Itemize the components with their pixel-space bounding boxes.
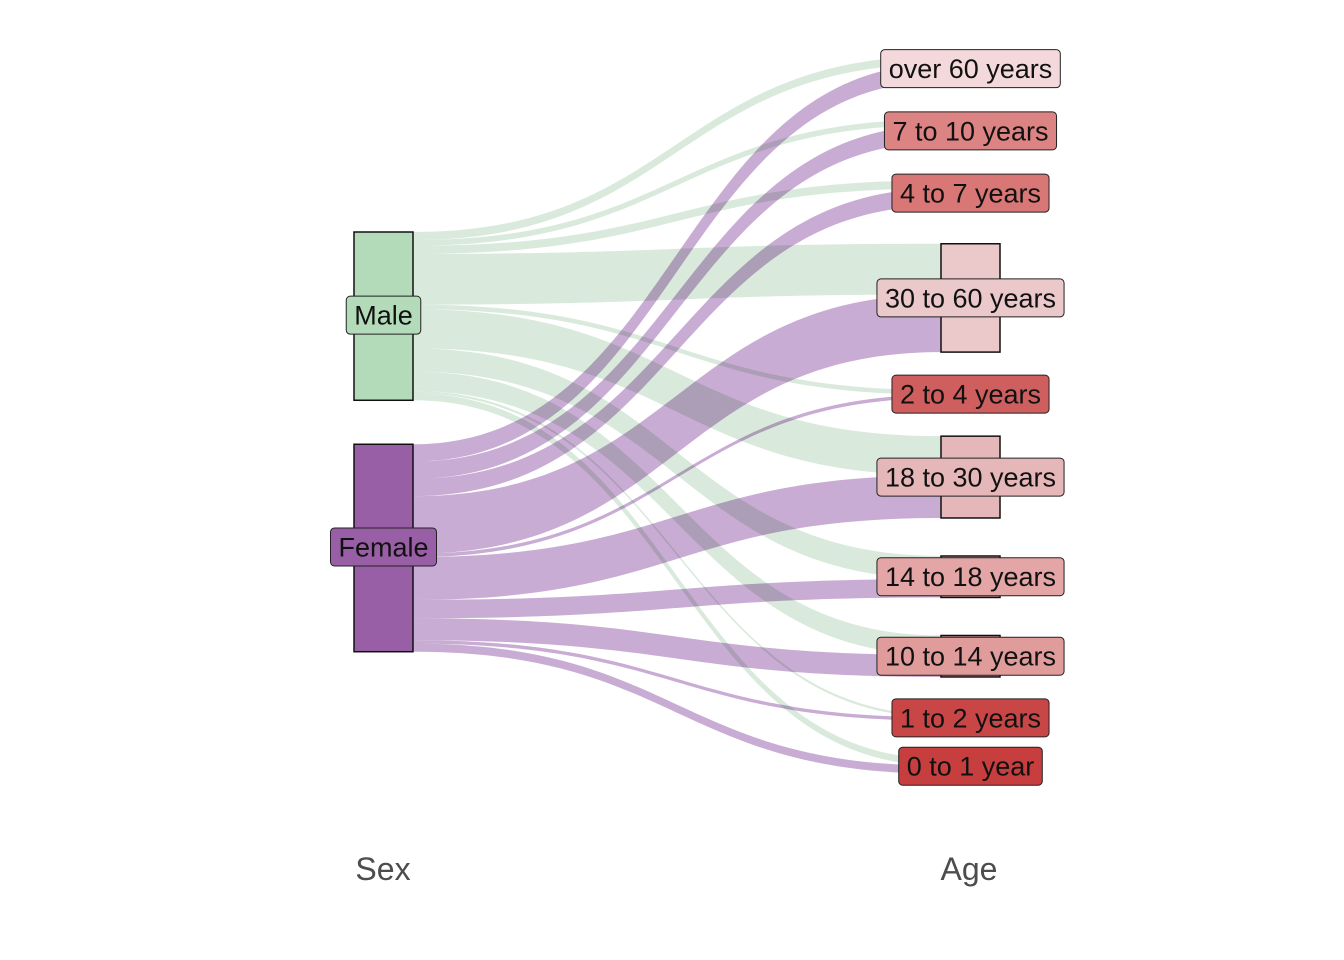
- stratum-age-0to1-label: 0 to 1 year: [907, 752, 1035, 782]
- flow-female-14to18: [413, 579, 941, 619]
- stratum-age-7to10-label-box: [883, 111, 1058, 151]
- stratum-female-label: Female: [338, 532, 428, 562]
- flow-male-14to18: [413, 348, 941, 580]
- stratum-age-18to30-label: 18 to 30 years: [885, 463, 1056, 493]
- flow-female-18to30: [413, 475, 941, 600]
- flow-female-4to7: [413, 188, 941, 497]
- axis-label-sex: Sex: [355, 851, 410, 887]
- stratum-age-18to30-label-box: [876, 457, 1065, 497]
- stratum-age-4to7-label-box: [891, 173, 1050, 213]
- stratum-age-2to4-label-box: [891, 374, 1050, 414]
- flow-male-10to14: [413, 371, 941, 656]
- stratum-male-label: Male: [354, 301, 413, 331]
- flow-male-0to1: [413, 393, 941, 766]
- stratum-female-label-box: [329, 527, 438, 567]
- flow-male-4to7: [413, 180, 941, 254]
- flow-male-1to2: [413, 391, 941, 718]
- flow-male-over60: [413, 56, 941, 241]
- flow-female-0to1: [413, 643, 941, 774]
- axis-label-age: Age: [941, 851, 998, 887]
- stratum-age-14to18-label-box: [876, 557, 1065, 597]
- stratum-age-10to14-label-box: [876, 636, 1065, 676]
- flow-female-7to10: [413, 125, 941, 479]
- stratum-male-label-box: [345, 295, 422, 335]
- stratum-age-1to2-label: 1 to 2 years: [900, 703, 1041, 733]
- flow-male-18to30: [413, 309, 941, 476]
- stratum-age-7to10-label: 7 to 10 years: [892, 116, 1048, 146]
- flow-female-30to60: [413, 294, 941, 554]
- flows-layer: [413, 56, 941, 774]
- stratum-age-over60-label: over 60 years: [889, 54, 1053, 84]
- stratum-age-14to18-label: 14 to 18 years: [885, 562, 1056, 592]
- stratum-age-over60-label-box: [880, 49, 1061, 89]
- stratum-age-2to4-label: 2 to 4 years: [900, 380, 1041, 410]
- stratum-age-30to60-label-box: [876, 278, 1065, 318]
- flow-male-30to60: [413, 243, 941, 305]
- flow-female-10to14: [413, 618, 941, 677]
- stratum-age-10to14-label: 10 to 14 years: [885, 642, 1056, 672]
- labels-layer: Male Female over 60 years 7 to 10 years 4 to…: [329, 49, 1065, 786]
- flow-female-2to4: [413, 394, 941, 558]
- stratum-age-30to60-label: 30 to 60 years: [885, 283, 1056, 313]
- flow-female-1to2: [413, 640, 941, 721]
- stratum-age-1to2-label-box: [891, 698, 1050, 738]
- flow-male-7to10: [413, 119, 941, 246]
- stratum-age-4to7-label: 4 to 7 years: [900, 179, 1041, 209]
- stratum-age-0to1-label-box: [898, 746, 1043, 786]
- flow-male-2to4: [413, 304, 941, 395]
